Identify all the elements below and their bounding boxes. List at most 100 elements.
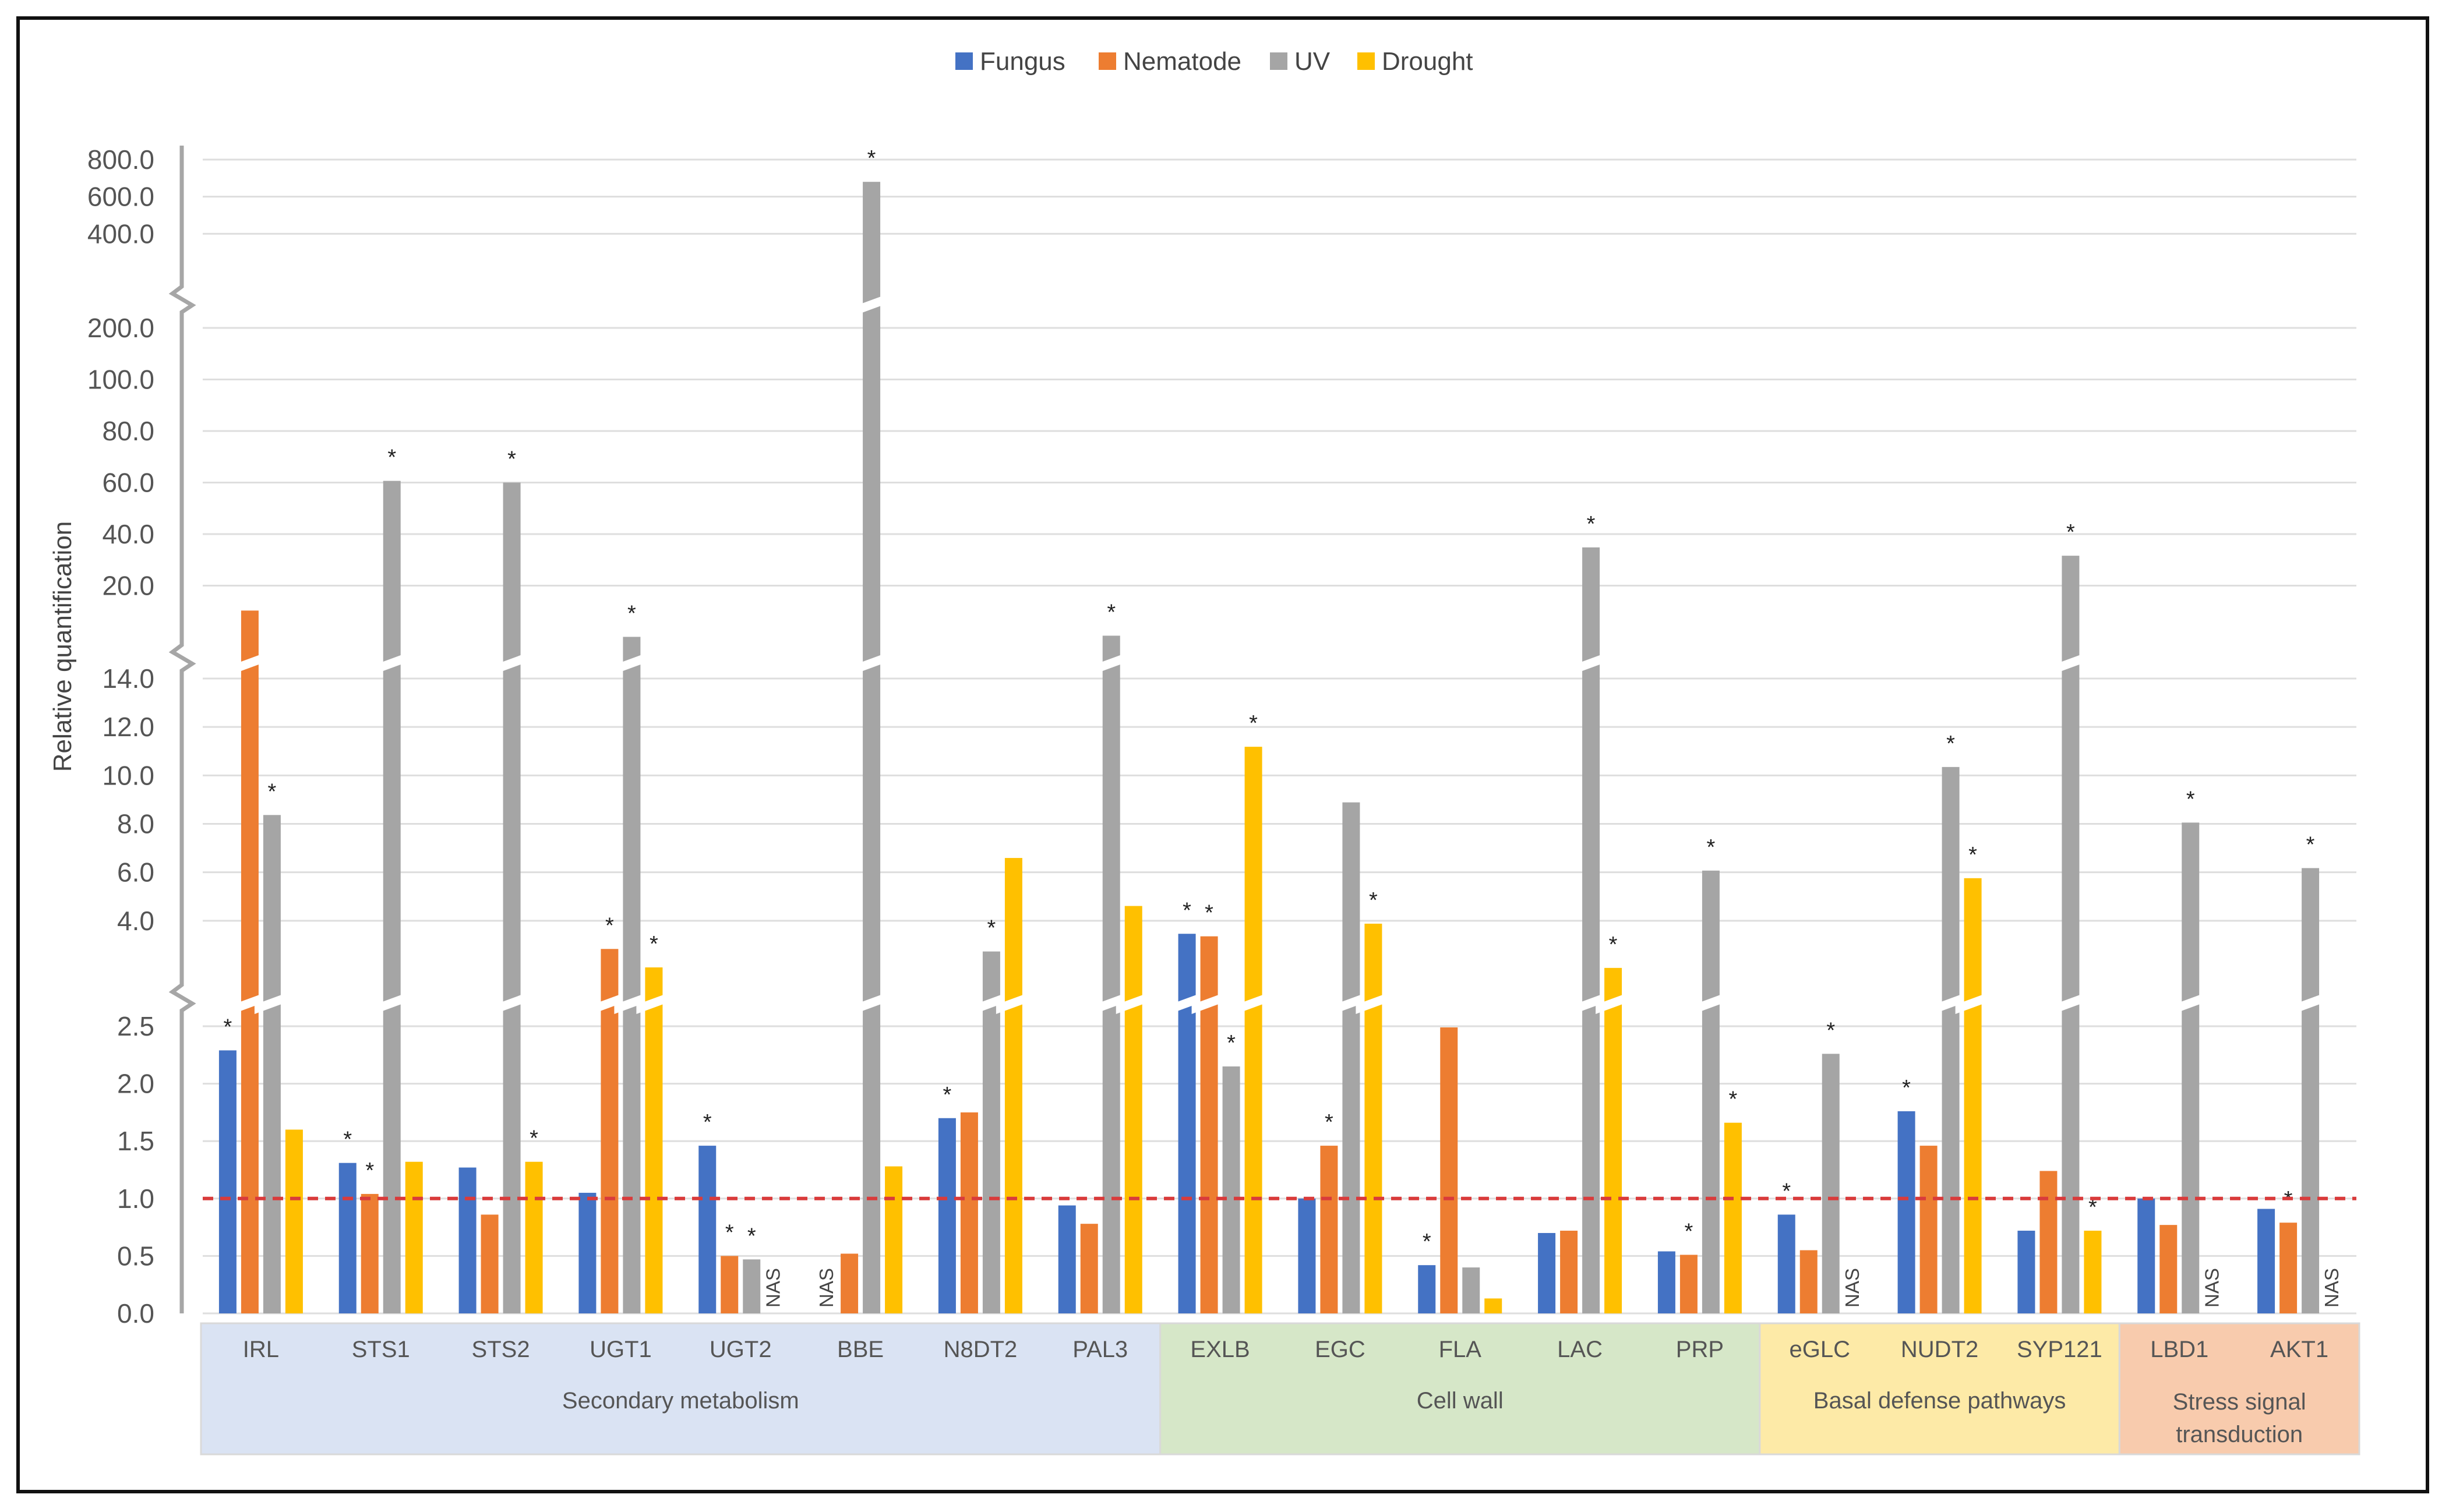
category-label: LAC [1557, 1337, 1603, 1362]
significance-marker: * [703, 1110, 712, 1135]
bar-break-mark [1333, 992, 1369, 1014]
bar-uv [1582, 547, 1600, 1314]
category-group-band [1759, 1322, 2120, 1456]
bar-nematode [2039, 1171, 2058, 1313]
group-label: transduction [2176, 1422, 2303, 1447]
significance-marker: * [387, 446, 396, 470]
bar-uv [623, 637, 641, 1313]
bar-nematode [1679, 1255, 1698, 1313]
significance-marker: * [627, 601, 636, 626]
bar-nematode [841, 1253, 859, 1313]
bar-fungus [1058, 1205, 1076, 1313]
bar-break-mark [1573, 652, 1609, 674]
significance-marker: * [1685, 1219, 1693, 1243]
category-label: PAL3 [1072, 1337, 1128, 1362]
bar-drought [1004, 858, 1022, 1313]
bar-uv [2302, 868, 2320, 1313]
bar-break-mark [854, 294, 890, 316]
bar-uv [1462, 1267, 1480, 1313]
y-tick-label: 100.0 [87, 365, 154, 395]
y-tick-label: 14.0 [102, 663, 154, 694]
bar-nematode [361, 1193, 379, 1313]
significance-marker: * [1205, 901, 1213, 925]
bar-fungus [2257, 1209, 2275, 1313]
bar-drought [405, 1161, 423, 1313]
bar-break-mark [254, 992, 290, 1014]
legend-label-drought: Drought [1382, 47, 1473, 76]
y-axis-line [168, 146, 196, 1313]
bar-fungus [1538, 1232, 1556, 1313]
y-tick-label: 10.0 [102, 760, 154, 790]
bar-break-mark [1693, 992, 1728, 1014]
bar-break-mark [2173, 992, 2208, 1014]
significance-marker: * [1249, 711, 1258, 736]
bar-drought [525, 1161, 543, 1313]
category-label: FLA [1439, 1337, 1482, 1362]
category-label: BBE [837, 1337, 884, 1362]
y-tick-label: 1.0 [117, 1184, 154, 1214]
bar-drought [1364, 923, 1382, 1313]
significance-marker: * [268, 779, 277, 804]
y-axis-label: Relative quantification [48, 521, 77, 772]
bar-break-mark [1596, 992, 1631, 1014]
significance-marker: * [987, 916, 996, 941]
significance-marker: * [2066, 520, 2075, 545]
bar-break-mark [1236, 992, 1271, 1014]
significance-marker: * [650, 932, 658, 956]
group-label: Cell wall [1417, 1388, 1504, 1414]
bar-uv [743, 1259, 761, 1313]
significance-marker: * [2088, 1195, 2097, 1220]
bar-uv [503, 482, 521, 1313]
bar-nematode [1799, 1250, 1818, 1313]
bar-uv [2062, 556, 2080, 1313]
bar-drought [285, 1129, 303, 1313]
category-label: N8DT2 [944, 1337, 1018, 1362]
legend-label-fungus: Fungus [980, 47, 1065, 76]
significance-marker: * [1946, 732, 1955, 756]
bar-break-mark [1356, 992, 1391, 1014]
bar-fungus [938, 1118, 956, 1313]
bar-break-mark [1191, 992, 1227, 1014]
group-label: Stress signal [2173, 1389, 2306, 1415]
category-label: STS2 [472, 1337, 530, 1362]
significance-marker: * [1107, 600, 1116, 624]
bar-drought [2084, 1231, 2102, 1313]
bar-uv [2182, 822, 2200, 1313]
legend-swatch-nematode [1099, 52, 1116, 70]
bar-uv [263, 815, 281, 1313]
bar-nematode [2279, 1223, 2298, 1313]
bar-break-mark [494, 652, 530, 674]
category-label: UGT1 [590, 1337, 652, 1362]
bar-drought [1604, 967, 1622, 1313]
y-tick-label: 6.0 [117, 857, 154, 888]
bar-fungus [218, 1050, 237, 1313]
bar-uv [1702, 870, 1720, 1313]
y-tick-label: 200.0 [87, 313, 154, 343]
category-label: NUDT2 [1901, 1337, 1978, 1362]
bar-break-mark [1169, 992, 1205, 1014]
significance-marker: * [507, 447, 516, 472]
y-tick-label: 8.0 [117, 809, 154, 839]
bar-break-mark [374, 652, 410, 674]
bar-drought [1244, 747, 1262, 1313]
category-label: STS1 [352, 1337, 410, 1362]
significance-marker: * [1902, 1076, 1911, 1100]
bar-fungus [2137, 1198, 2155, 1313]
category-label: EXLB [1190, 1337, 1250, 1362]
bar-break-mark [2053, 652, 2088, 674]
bar-fungus [1897, 1111, 1915, 1313]
y-tick-label: 2.0 [117, 1069, 154, 1099]
category-group-band [1159, 1322, 1761, 1456]
bar-uv [863, 182, 881, 1314]
bar-break-mark [592, 992, 627, 1014]
bar-nematode [241, 610, 259, 1313]
y-tick-label: 400.0 [87, 218, 154, 249]
significance-marker: * [605, 913, 614, 938]
bar-fungus [1418, 1265, 1436, 1313]
significance-marker: * [1183, 898, 1191, 923]
significance-marker: * [1587, 512, 1596, 536]
bar-nematode [2159, 1225, 2178, 1313]
bar-break-mark [1573, 992, 1609, 1014]
bar-drought [1484, 1298, 1502, 1313]
bar-nematode [481, 1214, 499, 1313]
